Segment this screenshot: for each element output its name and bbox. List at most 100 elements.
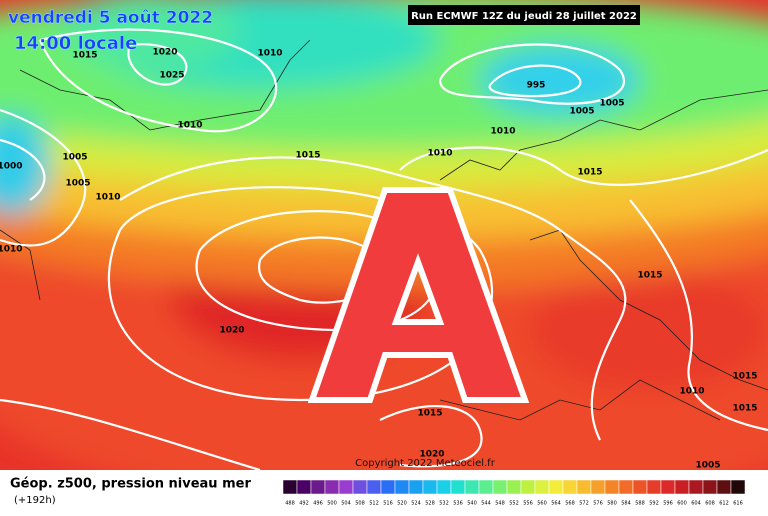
scale-label: 612	[719, 501, 729, 507]
scale-label: 548	[495, 501, 505, 507]
scale-swatch	[576, 479, 592, 495]
run-info: Run ECMWF 12Z du jeudi 28 juillet 2022	[411, 11, 637, 22]
isobar-label: 1020	[219, 326, 244, 336]
legend-title: Géop. z500, pression niveau mer	[10, 477, 251, 492]
scale-label: 532	[439, 501, 449, 507]
scale-label: 536	[453, 501, 463, 507]
run-banner	[408, 5, 640, 25]
scale-label: 604	[691, 501, 701, 507]
scale-label: 552	[509, 501, 519, 507]
scale-label: 616	[733, 501, 743, 507]
scale-swatch	[506, 479, 522, 495]
scale-swatch	[660, 479, 676, 495]
scale-label: 540	[467, 501, 477, 507]
scale-label: 516	[383, 501, 393, 507]
scale-label: 500	[327, 501, 337, 507]
copyright: Copyright 2022 Meteociel.fr	[355, 458, 496, 469]
scale-swatch	[674, 479, 690, 495]
scale-swatch	[730, 479, 746, 495]
isobar-label: 1010	[0, 245, 23, 255]
scale-swatch	[366, 479, 382, 495]
isobar-label: 1010	[95, 193, 120, 203]
anticyclone-symbol	[307, 187, 530, 403]
scale-swatch	[338, 479, 354, 495]
scale-label: 608	[705, 501, 715, 507]
scale-swatch	[618, 479, 634, 495]
isobar-label: 1010	[427, 149, 452, 159]
scale-swatch	[590, 479, 606, 495]
scale-label: 576	[593, 501, 603, 507]
scale-label: 556	[523, 501, 533, 507]
scale-swatch	[520, 479, 536, 495]
scale-label: 588	[635, 501, 645, 507]
isobar-label: 1005	[599, 99, 624, 109]
isobar-label: 1005	[695, 461, 720, 471]
scale-label: 584	[621, 501, 631, 507]
scale-swatch	[492, 479, 508, 495]
isobar-label: 1000	[0, 162, 23, 172]
scale-swatch	[422, 479, 438, 495]
scale-label: 496	[313, 501, 323, 507]
scale-swatch	[436, 479, 452, 495]
isobar-label: 1005	[569, 107, 594, 117]
scale-label: 572	[579, 501, 589, 507]
scale-label: 580	[607, 501, 617, 507]
scale-swatch	[548, 479, 564, 495]
isobar-label: 1015	[72, 51, 97, 61]
isobar-label: 1010	[679, 387, 704, 397]
isobar-label: 1005	[65, 179, 90, 189]
scale-label: 596	[663, 501, 673, 507]
scale-swatch	[450, 479, 466, 495]
legend-subtitle: (+192h)	[14, 495, 56, 506]
isobar-labels: 1015 1020 1025 1010 995 1005 1005 1010 1…	[0, 48, 758, 471]
scale-label: 492	[299, 501, 309, 507]
scale-swatch	[464, 479, 480, 495]
scale-swatch	[702, 479, 718, 495]
isobar-label: 1015	[577, 168, 602, 178]
isobar-label: 1020	[152, 48, 177, 58]
scale-swatch	[282, 479, 298, 495]
scale-label: 528	[425, 501, 435, 507]
scale-swatch	[632, 479, 648, 495]
scale-swatch	[408, 479, 424, 495]
scale-label: 600	[677, 501, 687, 507]
isobar-label: 1015	[637, 271, 662, 281]
scale-swatch	[478, 479, 494, 495]
color-scale: 488 492 496 500 504 508 512 516 520 524 528 532 536 5…	[282, 479, 746, 507]
scale-swatch	[296, 479, 312, 495]
scale-label: 592	[649, 501, 659, 507]
scale-label: 568	[565, 501, 575, 507]
scale-swatch	[324, 479, 340, 495]
isobar-label: 1010	[177, 121, 202, 131]
scale-swatch	[352, 479, 368, 495]
isobar-label: 1005	[62, 153, 87, 163]
isobar-label: 1015	[732, 404, 757, 414]
isobar-label: 1015	[295, 151, 320, 161]
scale-label: 544	[481, 501, 491, 507]
scale-swatch	[310, 479, 326, 495]
isobar-label: 1015	[732, 372, 757, 382]
scale-label: 504	[341, 501, 351, 507]
isobar-label: 1020	[419, 450, 444, 460]
scale-swatch	[380, 479, 396, 495]
scale-label: 508	[355, 501, 365, 507]
scale-swatch	[646, 479, 662, 495]
isobars	[0, 28, 768, 472]
scale-label: 524	[411, 501, 421, 507]
isobar-label: 1015	[417, 409, 442, 419]
scale-label: 488	[285, 501, 295, 507]
scale-swatch	[716, 479, 732, 495]
forecast-date: vendredi 5 août 2022	[8, 8, 213, 28]
forecast-time: 14:00 locale	[14, 33, 137, 54]
scale-swatch	[604, 479, 620, 495]
scale-label: 520	[397, 501, 407, 507]
isobar-label: 1010	[257, 49, 282, 59]
scale-label: 564	[551, 501, 561, 507]
isobar-label: 995	[527, 81, 546, 91]
scale-label: 512	[369, 501, 379, 507]
isobar-label: 1025	[159, 71, 184, 81]
scale-swatch	[688, 479, 704, 495]
scale-swatch	[394, 479, 410, 495]
